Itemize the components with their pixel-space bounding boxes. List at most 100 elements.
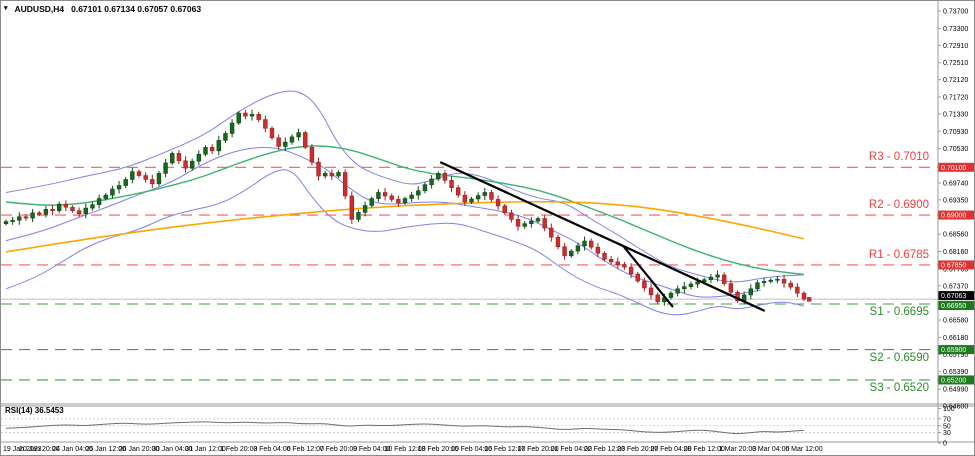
candle-body <box>236 112 241 124</box>
time-axis-label: 25 Jan 12:00 <box>86 446 127 453</box>
candle-body <box>209 147 215 152</box>
bollinger-lower-band[interactable] <box>5 169 805 316</box>
candle-body <box>96 198 102 205</box>
price-axis-box <box>938 291 974 301</box>
time-axis-label: 27 Feb 04:00 <box>650 446 691 453</box>
candle-body <box>675 288 680 294</box>
candle-body <box>156 173 162 185</box>
candle-body <box>436 173 441 180</box>
price-axis-box <box>938 162 974 172</box>
candle-body <box>263 119 268 129</box>
candle-body <box>608 259 614 263</box>
candle-body <box>283 141 288 147</box>
candle-body <box>103 194 108 199</box>
candle-body <box>10 219 15 222</box>
time-axis-label: 9 Feb 04:00 <box>353 446 390 453</box>
price-axis[interactable]: 0.73700 0.73300 0.72910 0.72510 0.72120 0.717… <box>938 9 975 411</box>
candle-body <box>336 172 341 177</box>
time-axis-label: 24 Jan 04:00 <box>52 446 93 453</box>
sr-label-s2: S2 - 0.6590 <box>869 351 929 364</box>
candle-body <box>329 173 335 177</box>
candle-body <box>203 147 208 155</box>
ohlc-quotes: 0.67101 0.67134 0.67057 0.67063 <box>71 4 202 14</box>
candle-body <box>37 212 42 215</box>
price-axis-box <box>938 210 974 220</box>
time-axis-label: 28 Feb 12:00 <box>684 446 725 453</box>
candle-body <box>542 218 547 229</box>
price-axis-label: 0.72910 <box>943 43 968 50</box>
time-axis-label: 20 Jan 20:00 <box>19 446 60 453</box>
time-axis-label: 13 Feb 20:00 <box>418 446 459 453</box>
trendline-1[interactable] <box>439 161 766 312</box>
moving-averages[interactable] <box>5 145 805 276</box>
candle-body <box>376 192 381 199</box>
candle-body <box>17 216 22 221</box>
candle-body <box>801 292 807 300</box>
price-axis-label: 0.71330 <box>943 111 968 118</box>
time-axis-label: 7 Feb 20:00 <box>320 446 357 453</box>
candle-body <box>269 127 275 139</box>
price-axis-box-value: 0.67063 <box>941 293 966 300</box>
price-axis-label: 0.66180 <box>943 335 968 342</box>
price-axis-box <box>938 345 974 355</box>
time-axis-label: 31 Jan 12:00 <box>185 446 226 453</box>
price-axis-box-value: 0.65200 <box>941 377 966 384</box>
rsi-indicator-label: RSI(14) 36.5453 <box>5 406 64 415</box>
candle-body <box>289 136 295 143</box>
price-axis-label: 0.64600 <box>943 404 968 411</box>
time-axis-label: 3 Feb 04:00 <box>253 446 290 453</box>
candle-body <box>455 187 461 196</box>
time-axis-label: 1 Feb 20:00 <box>220 446 257 453</box>
candle-body <box>229 122 235 134</box>
price-axis-label: 0.72120 <box>943 77 968 84</box>
candle-body <box>216 140 221 152</box>
price-axis-box <box>938 375 974 385</box>
candle-body <box>190 160 195 169</box>
candle-body <box>788 282 793 288</box>
candle-body <box>76 210 82 215</box>
candle-body <box>402 198 408 204</box>
candle-body <box>702 279 707 283</box>
candle-body <box>475 195 481 200</box>
price-axis-label: 0.66580 <box>943 318 968 325</box>
candle-body <box>396 199 401 204</box>
candle-body <box>176 153 182 162</box>
candle-body <box>143 175 148 180</box>
trendlines[interactable] <box>439 161 766 312</box>
rsi-scale-label: 100 <box>943 406 955 413</box>
candle-body <box>489 192 494 200</box>
price-axis-box-value: 0.65900 <box>941 347 966 354</box>
candle-body <box>442 173 448 181</box>
price-axis-label: 0.67760 <box>943 266 968 273</box>
price-axis-box-value: 0.70100 <box>941 165 966 172</box>
candle-body <box>249 114 255 117</box>
candlesticks <box>3 109 812 306</box>
time-axis-label: 16 Feb 12:00 <box>484 446 525 453</box>
candle-body <box>495 199 501 207</box>
candle-body <box>429 178 434 185</box>
symbol-menu-icon[interactable]: ▾ <box>4 5 8 12</box>
sr-label-s3: S3 - 0.6520 <box>869 381 929 394</box>
candle-body <box>56 203 62 212</box>
time-axis-label: 30 Jan 04:00 <box>152 446 193 453</box>
sr-label-r2: R2 - 0.6900 <box>868 199 929 212</box>
candle-body <box>529 220 534 225</box>
candle-body <box>223 133 228 141</box>
sr-label-s1: S1 - 0.6695 <box>869 306 929 318</box>
last-price-marker <box>807 297 812 302</box>
candle-body <box>116 185 122 190</box>
ma-slow-line[interactable] <box>5 200 805 253</box>
support-resistance-lines[interactable] <box>1 166 938 381</box>
candle-body <box>555 236 561 248</box>
candle-body <box>63 203 69 208</box>
candle-body <box>382 192 388 197</box>
trendline-2[interactable] <box>622 245 674 308</box>
ma-fast-line[interactable] <box>5 145 805 276</box>
candle-body <box>761 281 767 284</box>
candle-body <box>502 205 507 214</box>
candle-body <box>755 282 760 290</box>
